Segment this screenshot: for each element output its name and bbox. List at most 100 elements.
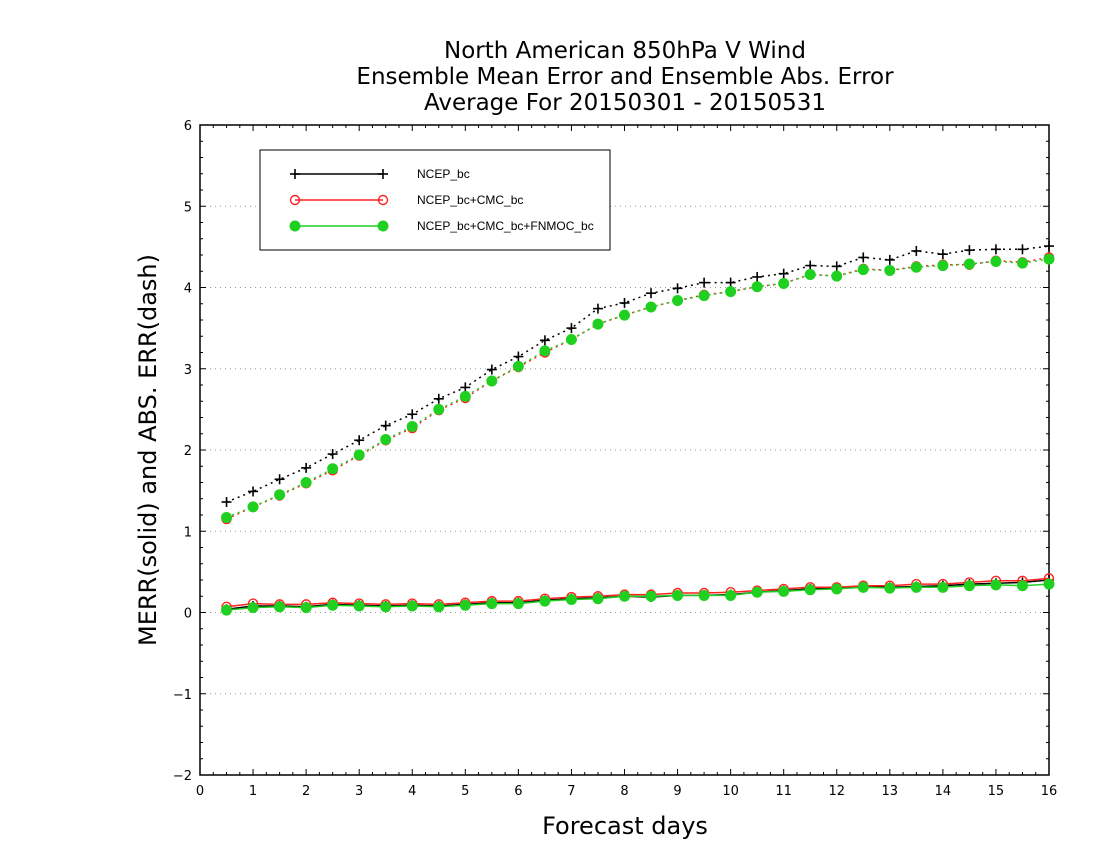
data-point-abs-err-ncep-bc — [274, 474, 285, 485]
data-point-abs-err-ncep-bc — [592, 303, 603, 314]
data-point-abs-err-ncep-bc — [805, 260, 816, 271]
data-point-abs-err-ncep-bc-cmc-bc-fnmoc-bc — [1043, 253, 1055, 265]
data-point-abs-err-ncep-bc — [831, 261, 842, 272]
data-point-merr-ncep-bc-cmc-bc-fnmoc-bc — [247, 602, 259, 614]
data-point-abs-err-ncep-bc — [327, 449, 338, 460]
legend: NCEP_bc NCEP_bc+CMC_bc NCEP_bc+CMC_bc+FNMO… — [259, 149, 611, 251]
data-point-merr-ncep-bc-cmc-bc-fnmoc-bc — [910, 581, 922, 593]
data-point-merr-ncep-bc-cmc-bc-fnmoc-bc — [645, 590, 657, 602]
legend-marker-end — [377, 220, 389, 232]
data-point-abs-err-ncep-bc — [911, 245, 922, 256]
data-point-merr-ncep-bc-cmc-bc-fnmoc-bc — [433, 601, 445, 613]
x-tick-label: 16 — [1041, 784, 1058, 799]
data-point-merr-ncep-bc-cmc-bc-fnmoc-bc — [512, 598, 524, 610]
data-point-abs-err-ncep-bc-cmc-bc-fnmoc-bc — [539, 345, 551, 357]
x-tick-label: 5 — [461, 784, 469, 799]
data-point-merr-ncep-bc-cmc-bc-fnmoc-bc — [1043, 578, 1055, 590]
data-point-abs-err-ncep-bc-cmc-bc-fnmoc-bc — [459, 390, 471, 402]
data-point-abs-err-ncep-bc — [1017, 244, 1028, 255]
data-point-abs-err-ncep-bc-cmc-bc-fnmoc-bc — [327, 463, 339, 475]
data-point-merr-ncep-bc-cmc-bc-fnmoc-bc — [1016, 580, 1028, 592]
x-tick-label: 9 — [673, 784, 681, 799]
chart-title-line-2: Ensemble Mean Error and Ensemble Abs. Er… — [356, 64, 894, 90]
data-point-merr-ncep-bc-cmc-bc-fnmoc-bc — [565, 594, 577, 605]
legend-label: NCEP_bc+CMC_bc — [417, 193, 523, 207]
legend-marker-start — [289, 220, 301, 232]
data-point-abs-err-ncep-bc — [1044, 241, 1054, 252]
data-point-merr-ncep-bc-cmc-bc-fnmoc-bc — [725, 589, 737, 601]
data-point-merr-ncep-bc-cmc-bc-fnmoc-bc — [459, 599, 471, 611]
y-tick-label: 2 — [184, 444, 192, 459]
x-tick-label: 1 — [249, 784, 257, 799]
data-point-abs-err-ncep-bc — [513, 351, 524, 362]
data-point-abs-err-ncep-bc-cmc-bc-fnmoc-bc — [831, 270, 843, 282]
data-point-abs-err-ncep-bc — [301, 462, 312, 473]
data-point-abs-err-ncep-bc-cmc-bc-fnmoc-bc — [937, 260, 949, 272]
x-tick-label: 10 — [722, 784, 739, 799]
data-point-merr-ncep-bc-cmc-bc-fnmoc-bc — [857, 581, 869, 593]
series-line-abs-err-ncep-bc — [226, 245, 1050, 503]
data-point-abs-err-ncep-bc-cmc-bc-fnmoc-bc — [592, 318, 604, 330]
data-point-merr-ncep-bc-cmc-bc-fnmoc-bc — [353, 600, 365, 612]
data-point-merr-ncep-bc-cmc-bc-fnmoc-bc — [406, 600, 418, 612]
data-point-merr-ncep-bc-cmc-bc-fnmoc-bc — [486, 598, 498, 610]
data-point-abs-err-ncep-bc-cmc-bc-fnmoc-bc — [751, 281, 763, 293]
legend-marker-start — [290, 169, 300, 179]
data-point-abs-err-ncep-bc — [646, 288, 657, 299]
data-point-abs-err-ncep-bc-cmc-bc-fnmoc-bc — [963, 258, 975, 270]
data-point-abs-err-ncep-bc — [248, 486, 259, 497]
data-point-abs-err-ncep-bc-cmc-bc-fnmoc-bc — [300, 477, 312, 488]
data-point-abs-err-ncep-bc — [964, 245, 975, 256]
data-point-merr-ncep-bc-cmc-bc-fnmoc-bc — [221, 604, 233, 616]
x-tick-label: 3 — [355, 784, 363, 799]
data-point-abs-err-ncep-bc — [380, 420, 391, 431]
data-point-abs-err-ncep-bc — [778, 268, 789, 279]
data-point-abs-err-ncep-bc-cmc-bc-fnmoc-bc — [1016, 257, 1028, 269]
data-point-merr-ncep-bc-cmc-bc-fnmoc-bc — [804, 584, 816, 596]
legend-marker-start — [289, 194, 301, 206]
data-point-abs-err-ncep-bc — [937, 249, 948, 260]
x-tick-label: 7 — [567, 784, 575, 799]
data-point-merr-ncep-bc-cmc-bc-fnmoc-bc — [539, 595, 551, 607]
legend-label: NCEP_bc+CMC_bc+FNMOC_bc — [417, 219, 594, 233]
legend-label: NCEP_bc — [417, 167, 470, 181]
data-point-abs-err-ncep-bc-cmc-bc-fnmoc-bc — [804, 269, 816, 280]
data-point-abs-err-ncep-bc — [566, 323, 577, 334]
y-tick-label: −2 — [173, 769, 192, 784]
data-point-abs-err-ncep-bc — [858, 252, 869, 263]
data-point-abs-err-ncep-bc-cmc-bc-fnmoc-bc — [672, 295, 684, 306]
data-point-abs-err-ncep-bc — [354, 435, 365, 446]
data-point-abs-err-ncep-bc-cmc-bc-fnmoc-bc — [247, 501, 259, 513]
legend-marker-end — [378, 169, 388, 179]
data-point-abs-err-ncep-bc-cmc-bc-fnmoc-bc — [486, 375, 498, 387]
data-point-abs-err-ncep-bc-cmc-bc-fnmoc-bc — [512, 360, 524, 372]
x-tick-label: 4 — [408, 784, 416, 799]
data-point-merr-ncep-bc-cmc-bc-fnmoc-bc — [990, 579, 1002, 591]
data-point-abs-err-ncep-bc-cmc-bc-fnmoc-bc — [221, 511, 233, 523]
data-point-abs-err-ncep-bc — [884, 254, 895, 265]
data-point-merr-ncep-bc-cmc-bc-fnmoc-bc — [380, 601, 392, 613]
data-point-abs-err-ncep-bc — [407, 409, 418, 420]
data-point-merr-ncep-bc-cmc-bc-fnmoc-bc — [672, 589, 684, 601]
series-line-merr-ncep-bc-cmc-bc — [226, 577, 1050, 608]
y-tick-label: 5 — [184, 200, 192, 215]
x-axis-label: Forecast days — [542, 812, 708, 840]
data-point-abs-err-ncep-bc — [699, 277, 710, 288]
data-point-abs-err-ncep-bc-cmc-bc-fnmoc-bc — [406, 420, 418, 432]
data-point-abs-err-ncep-bc — [433, 393, 444, 404]
data-point-abs-err-ncep-bc-cmc-bc-fnmoc-bc — [380, 433, 392, 445]
x-tick-label: 12 — [828, 784, 845, 799]
legend-marker-end — [377, 194, 389, 206]
series-line-abs-err-ncep-bc-cmc-bc-fnmoc-bc — [226, 258, 1050, 519]
y-tick-label: 0 — [184, 607, 192, 622]
x-tick-label: 11 — [775, 784, 792, 799]
data-point-abs-err-ncep-bc-cmc-bc-fnmoc-bc — [565, 334, 577, 345]
data-point-merr-ncep-bc-cmc-bc-fnmoc-bc — [884, 582, 896, 594]
x-tick-label: 6 — [514, 784, 522, 799]
data-point-merr-ncep-bc-cmc-bc-fnmoc-bc — [751, 586, 763, 598]
data-point-abs-err-ncep-bc-cmc-bc-fnmoc-bc — [884, 264, 896, 276]
data-point-abs-err-ncep-bc — [672, 283, 683, 294]
data-point-abs-err-ncep-bc — [725, 277, 736, 288]
data-point-merr-ncep-bc-cmc-bc-fnmoc-bc — [327, 599, 339, 611]
